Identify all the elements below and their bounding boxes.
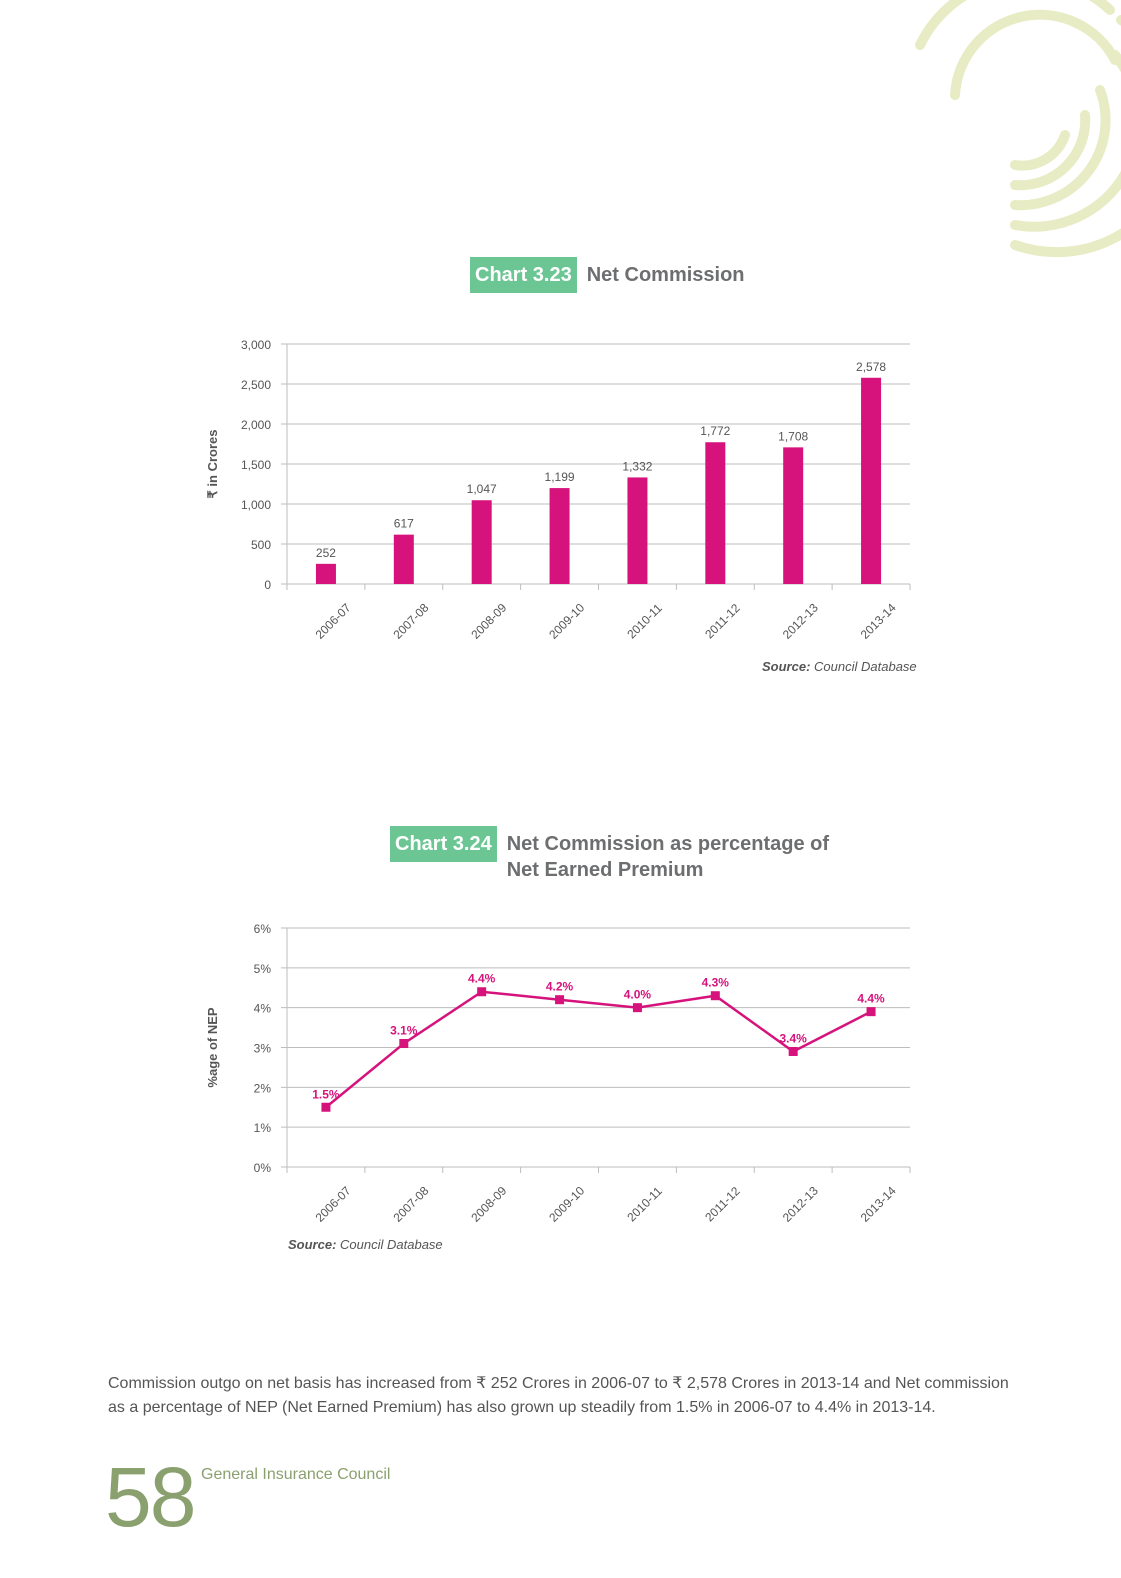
chart1-data-label: 617 (394, 517, 414, 531)
chart1-ytick-label: 500 (251, 538, 271, 552)
chart1-source: Source: Council Database (762, 659, 917, 674)
chart1-source-text: Council Database (814, 659, 917, 674)
chart2-ytick-label: 5% (254, 962, 272, 976)
chart1-ytick-label: 1,000 (241, 498, 271, 512)
chart2-ytick-label: 3% (254, 1042, 272, 1056)
chart1-bar (471, 500, 492, 584)
chart2-point (399, 1039, 409, 1049)
chart1-bar (393, 534, 414, 584)
chart2-source-text: Council Database (340, 1237, 443, 1252)
chart2-ytick-label: 6% (254, 922, 272, 936)
chart2-xtick-label: 2012-13 (780, 1183, 821, 1224)
decorative-arcs (915, 0, 1121, 258)
chart1-data-label: 1,772 (700, 424, 730, 438)
chart1-data-label: 1,199 (545, 470, 575, 484)
chart2-xtick-label: 2009-10 (546, 1183, 587, 1224)
chart1-bar (549, 488, 570, 584)
chart2-ytick-label: 4% (254, 1002, 272, 1016)
chart1-number: Chart 3.23 (470, 257, 577, 293)
chart2-point (555, 995, 565, 1005)
chart1-header: Chart 3.23 Net Commission (470, 257, 917, 293)
chart1-ytick-label: 1,500 (241, 458, 271, 472)
chart1-ytick-label: 2,500 (241, 378, 271, 392)
chart1-data-label: 252 (316, 546, 336, 560)
chart2-ytick-label: 1% (254, 1121, 272, 1135)
chart2-ylabel: %age of NEP (205, 1007, 220, 1088)
chart1-bar (705, 442, 726, 584)
chart1-data-label: 1,332 (622, 459, 652, 473)
chart1-ytick-label: 0 (264, 578, 271, 592)
chart1-bar (627, 477, 648, 584)
chart2-data-label: 3.4% (780, 1031, 808, 1045)
chart2-xtick-label: 2008-09 (468, 1183, 509, 1224)
chart2-point (710, 991, 720, 1001)
chart2-xtick-label: 2006-07 (313, 1183, 354, 1224)
chart2-series-line (325, 990, 872, 1109)
chart2-data-label: 4.0% (624, 988, 652, 1002)
chart2-xtick-label: 2007-08 (390, 1183, 431, 1224)
chart2-xtick-label: 2013-14 (858, 1183, 899, 1224)
chart2-point (321, 1102, 331, 1112)
chart2-point (477, 987, 487, 997)
chart1-bar (315, 563, 336, 584)
chart2-header: Chart 3.24 Net Commission as percentage … (390, 826, 837, 883)
chart2-xtick-label: 2011-12 (702, 1184, 743, 1225)
chart2-source: Source: Council Database (288, 1237, 443, 1252)
chart2-point (788, 1046, 798, 1056)
page-number: 58 (105, 1450, 196, 1544)
summary-paragraph: Commission outgo on net basis has increa… (108, 1375, 1009, 1416)
publisher-name: General Insurance Council (201, 1466, 391, 1483)
chart1-data-label: 2,578 (856, 360, 886, 374)
chart2-point (632, 1003, 642, 1013)
chart2-ytick-label: 2% (254, 1081, 272, 1095)
chart2-xtick-label: 2010-11 (624, 1184, 665, 1225)
chart1-bar (783, 447, 804, 584)
chart1-data-label: 1,708 (778, 429, 808, 443)
chart2-source-label: Source: (288, 1237, 337, 1252)
chart1-data-label: 1,047 (467, 482, 497, 496)
chart2-point (866, 1007, 876, 1017)
chart2-data-label: 4.2% (546, 980, 574, 994)
chart1-bar (861, 377, 882, 584)
chart2-line-chart: 0% 1% 2% 3% 4% 5% 6% %age of NEP 2006-07 2007-08 2… (205, 922, 911, 1225)
chart2-data-label: 1.5% (312, 1087, 340, 1101)
chart1-source-label: Source: (762, 659, 811, 674)
chart2-title: Net Commission as percentage of Net Earn… (506, 833, 830, 881)
chart2-ytick-label: 0% (254, 1161, 272, 1175)
chart1-ytick-label: 2,000 (241, 418, 271, 432)
chart1-bar-chart: 0 500 1,000 1,500 2,000 2,500 3,000 ₹ in Crores… (205, 338, 911, 642)
chart2-data-label: 3.1% (390, 1024, 418, 1038)
chart2-data-label: 4.4% (468, 972, 496, 986)
chart2-data-label: 4.4% (857, 992, 885, 1006)
chart2-data-label: 4.3% (702, 976, 730, 990)
chart1-title: Net Commission (586, 264, 745, 286)
chart2-number: Chart 3.24 (390, 826, 497, 862)
chart1-ylabel: ₹ in Crores (205, 430, 220, 499)
chart1-ytick-label: 3,000 (241, 338, 271, 352)
